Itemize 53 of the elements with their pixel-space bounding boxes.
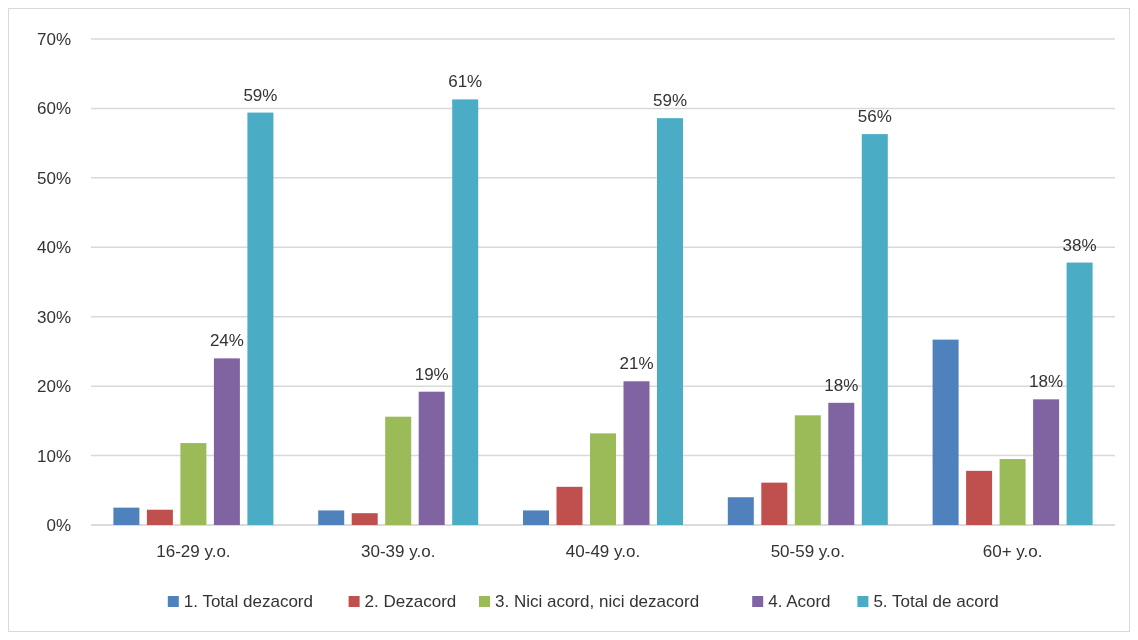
bar: [385, 416, 412, 525]
bar: [727, 497, 754, 525]
bar: [523, 510, 549, 525]
bar: [966, 470, 993, 525]
data-label: 38%: [1062, 235, 1097, 255]
bar: [452, 99, 479, 525]
bar: [828, 402, 855, 525]
bar: [999, 459, 1026, 525]
y-tick-label: 30%: [36, 307, 71, 327]
y-tick-label: 40%: [36, 238, 71, 258]
data-label: 24%: [209, 331, 244, 351]
bar: [761, 482, 788, 525]
x-tick-label: 60+ y.o.: [982, 542, 1043, 561]
bar: [861, 134, 888, 525]
legend-label: 5. Total de acord: [873, 592, 999, 611]
data-label: 18%: [824, 375, 859, 395]
y-tick-label: 50%: [36, 168, 71, 188]
bar: [657, 118, 683, 525]
data-label: 61%: [448, 72, 483, 92]
legend-label: 2. Dezacord: [364, 592, 457, 611]
bar: [213, 358, 240, 525]
bar: [623, 381, 650, 525]
legend-label: 3. Nici acord, nici dezacord: [495, 592, 700, 611]
data-label: 19%: [414, 364, 449, 384]
bar: [556, 486, 583, 525]
x-tick-label: 40-49 y.o.: [565, 542, 641, 561]
bar: [1033, 399, 1060, 525]
y-tick-label: 70%: [36, 29, 71, 49]
bar: [418, 391, 445, 525]
x-tick-label: 16-29 y.o.: [156, 542, 231, 561]
bar: [180, 443, 207, 525]
y-tick-label: 0%: [46, 515, 71, 535]
bar: [318, 510, 345, 525]
data-label: 59%: [652, 91, 688, 111]
legend-label: 4. Acord: [768, 592, 831, 611]
bar: [146, 509, 173, 525]
legend-label: 1. Total dezacord: [183, 592, 313, 611]
data-label: 18%: [1029, 372, 1064, 392]
bar: [794, 415, 821, 525]
x-tick-label: 30-39 y.o.: [361, 542, 436, 561]
x-tick-label: 50-59 y.o.: [770, 542, 845, 561]
y-tick-label: 20%: [36, 377, 71, 397]
bar: [932, 339, 959, 525]
y-tick-label: 10%: [36, 446, 71, 466]
data-label: 59%: [243, 85, 278, 105]
y-tick-label: 60%: [36, 99, 71, 119]
bar: [590, 433, 616, 525]
bar: [113, 507, 140, 525]
bar: [351, 513, 378, 525]
bar: [247, 112, 274, 525]
data-label: 21%: [619, 354, 654, 374]
bar: [1066, 262, 1093, 525]
data-label: 56%: [857, 107, 892, 127]
